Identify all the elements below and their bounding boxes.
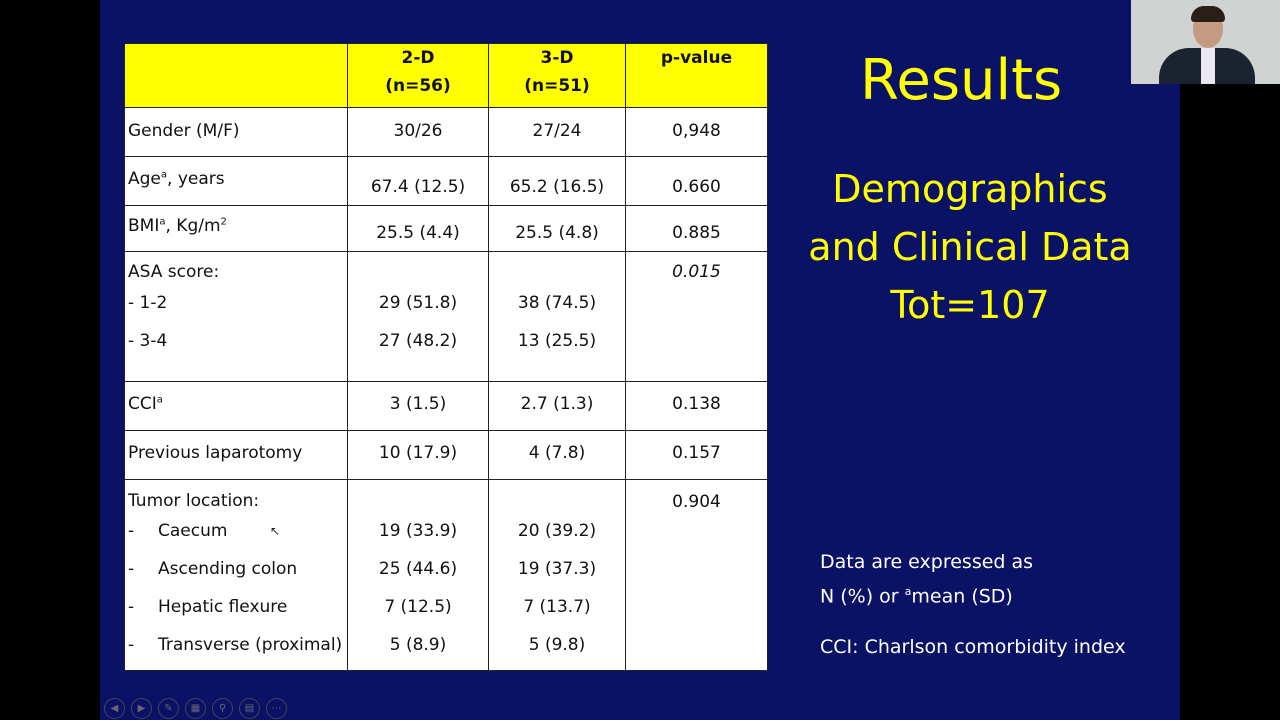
label-bmi: BMIa, Kg/m2 [124, 205, 348, 252]
cci-definition: CCI: Charlson comorbidity index [820, 636, 1126, 658]
bmi-2d: 25.5 (4.4) [347, 205, 489, 252]
row-bmi: BMIa, Kg/m2 25.5 (4.4) 25.5 (4.8) 0.885 [124, 205, 768, 252]
bmi-3d: 25.5 (4.8) [488, 205, 626, 252]
presentation-toolbar: ◀ ▶ ✎ ▦ ⚲ ▤ ⋯ [104, 698, 287, 719]
header-3d: 3-D (n=51) [488, 43, 626, 108]
header-row: 2-D (n=56) 3-D (n=51) p-value [124, 43, 768, 108]
slide-subtitle: Demographics and Clinical Data Tot=107 [808, 167, 1132, 327]
presenter-shirt [1201, 48, 1215, 84]
gender-2d: 30/26 [347, 107, 489, 157]
label-tumor: Tumor location: - Caecum - Ascending colon… [124, 479, 348, 671]
data-note: Data are expressed as N (%) or amean (SD… [820, 551, 1034, 608]
header-2d: 2-D (n=56) [347, 43, 489, 108]
age-2d: 67.4 (12.5) [347, 156, 489, 206]
label-laparotomy: Previous laparotomy [124, 430, 348, 480]
row-asa: ASA score: - 1-2 - 3-4 29 (51.8) 27 (48.… [124, 251, 768, 382]
laparotomy-p: 0.157 [625, 430, 768, 480]
label-cci: CCIa [124, 381, 348, 431]
bmi-p: 0.885 [625, 205, 768, 252]
slide: 2-D (n=56) 3-D (n=51) p-value Gender (M/F)… [100, 0, 1180, 720]
mouse-pointer-icon: ↖ [270, 524, 281, 538]
slide-title: Results [860, 48, 1063, 113]
next-slide-icon[interactable]: ▶ [131, 698, 152, 719]
pen-icon[interactable]: ✎ [158, 698, 179, 719]
subtitles-icon[interactable]: ▤ [239, 698, 260, 719]
tumor-3d: 20 (39.2) 19 (37.3) 7 (13.7) 5 (9.8) [488, 479, 626, 671]
previous-slide-icon[interactable]: ◀ [104, 698, 125, 719]
label-asa: ASA score: - 1-2 - 3-4 [124, 251, 348, 382]
cci-p: 0.138 [625, 381, 768, 431]
asa-p: 0.015 [625, 251, 768, 382]
header-pvalue: p-value [625, 43, 768, 108]
results-table: 2-D (n=56) 3-D (n=51) p-value Gender (M/F)… [124, 43, 768, 671]
cci-3d: 2.7 (1.3) [488, 381, 626, 431]
laparotomy-2d: 10 (17.9) [347, 430, 489, 480]
row-cci: CCIa 3 (1.5) 2.7 (1.3) 0.138 [124, 381, 768, 431]
row-tumor: Tumor location: - Caecum - Ascending colon… [124, 479, 768, 671]
label-gender: Gender (M/F) [124, 107, 348, 157]
label-age: Agea, years [124, 156, 348, 206]
row-gender: Gender (M/F) 30/26 27/24 0,948 [124, 107, 768, 157]
gender-p: 0,948 [625, 107, 768, 157]
asa-3d: 38 (74.5) 13 (25.5) [488, 251, 626, 382]
tumor-p: 0.904 [625, 479, 768, 671]
cci-2d: 3 (1.5) [347, 381, 489, 431]
zoom-icon[interactable]: ⚲ [212, 698, 233, 719]
row-laparotomy: Previous laparotomy 10 (17.9) 4 (7.8) 0.… [124, 430, 768, 480]
presenter-hair [1191, 6, 1225, 22]
age-p: 0.660 [625, 156, 768, 206]
more-options-icon[interactable]: ⋯ [266, 698, 287, 719]
slides-overview-icon[interactable]: ▦ [185, 698, 206, 719]
asa-2d: 29 (51.8) 27 (48.2) [347, 251, 489, 382]
gender-3d: 27/24 [488, 107, 626, 157]
age-3d: 65.2 (16.5) [488, 156, 626, 206]
webcam-feed [1131, 0, 1280, 84]
header-empty [124, 43, 348, 108]
laparotomy-3d: 4 (7.8) [488, 430, 626, 480]
row-age: Agea, years 67.4 (12.5) 65.2 (16.5) 0.66… [124, 156, 768, 206]
tumor-2d: 19 (33.9) 25 (44.6) 7 (12.5) 5 (8.9) [347, 479, 489, 671]
